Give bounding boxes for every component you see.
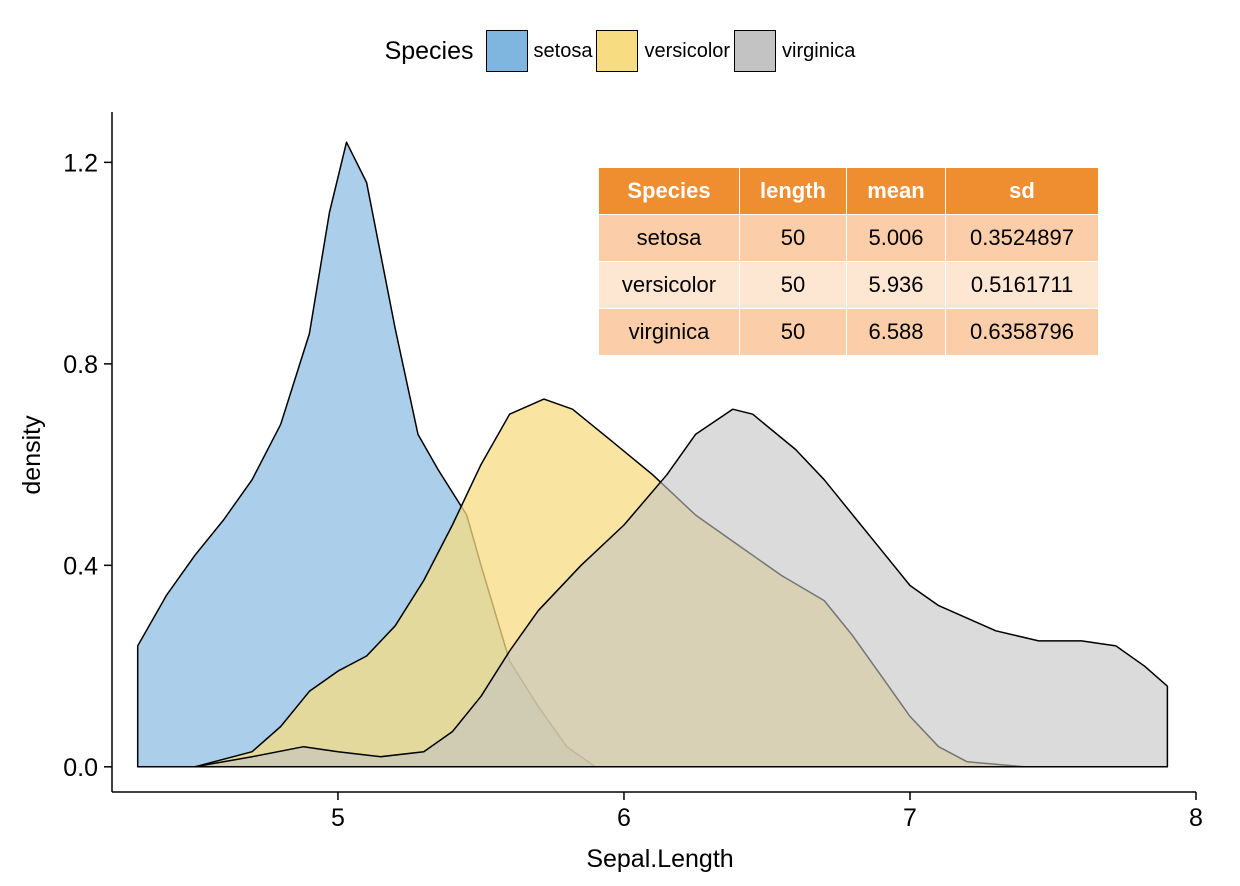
table-row: versicolor 50 5.936 0.5161711 (598, 261, 1099, 309)
table-header-length: length (739, 167, 847, 215)
y-tick-label: 0.0 (63, 754, 98, 782)
table-cell: 50 (739, 214, 847, 262)
x-tick-label: 6 (617, 804, 631, 832)
y-tick-label: 0.8 (63, 351, 98, 379)
density-area-virginica (194, 408, 1169, 768)
table-cell: setosa (598, 214, 740, 262)
y-tick-label: 0.4 (63, 552, 98, 580)
legend: Species setosa versicolor virginica (0, 30, 1240, 72)
table-header-sd: sd (945, 167, 1099, 215)
y-axis-label: density (18, 415, 46, 495)
legend-label: versicolor (644, 39, 731, 62)
x-axis-label: Sepal.Length (586, 845, 733, 873)
table-row: setosa 50 5.006 0.3524897 (598, 214, 1099, 262)
table-row: virginica 50 6.588 0.6358796 (598, 308, 1099, 356)
table-header-species: Species (598, 167, 740, 215)
summary-table: Species length mean sd setosa 50 5.006 0… (598, 167, 1099, 356)
table-cell: 50 (739, 308, 847, 356)
legend-item-setosa: setosa (485, 30, 593, 72)
table-cell: 5.936 (846, 261, 946, 309)
legend-swatch-setosa (485, 30, 528, 72)
plot-area (136, 141, 1169, 768)
table-cell: virginica (598, 308, 740, 356)
table-cell: versicolor (598, 261, 740, 309)
x-tick-label: 7 (903, 804, 917, 832)
legend-title: Species (384, 36, 474, 65)
x-tick-label: 8 (1189, 804, 1203, 832)
table-cell: 5.006 (846, 214, 946, 262)
table-cell: 6.588 (846, 308, 946, 356)
table-cell: 0.5161711 (945, 261, 1099, 309)
table-header-row: Species length mean sd (598, 167, 1099, 215)
legend-item-versicolor: versicolor (596, 30, 730, 72)
table-header-mean: mean (846, 167, 946, 215)
legend-item-virginica: virginica (734, 30, 855, 72)
legend-label: virginica (782, 39, 856, 62)
legend-swatch-virginica (734, 30, 777, 72)
table-cell: 0.6358796 (945, 308, 1099, 356)
table-cell: 0.3524897 (945, 214, 1099, 262)
axis-ticks: 5 6 7 8 0.0 0.4 0.8 1.2 (63, 149, 1203, 832)
x-tick-label: 5 (331, 804, 345, 832)
y-tick-label: 1.2 (63, 149, 98, 177)
legend-label: setosa (533, 39, 593, 62)
legend-swatch-versicolor (596, 30, 639, 72)
table-cell: 50 (739, 261, 847, 309)
